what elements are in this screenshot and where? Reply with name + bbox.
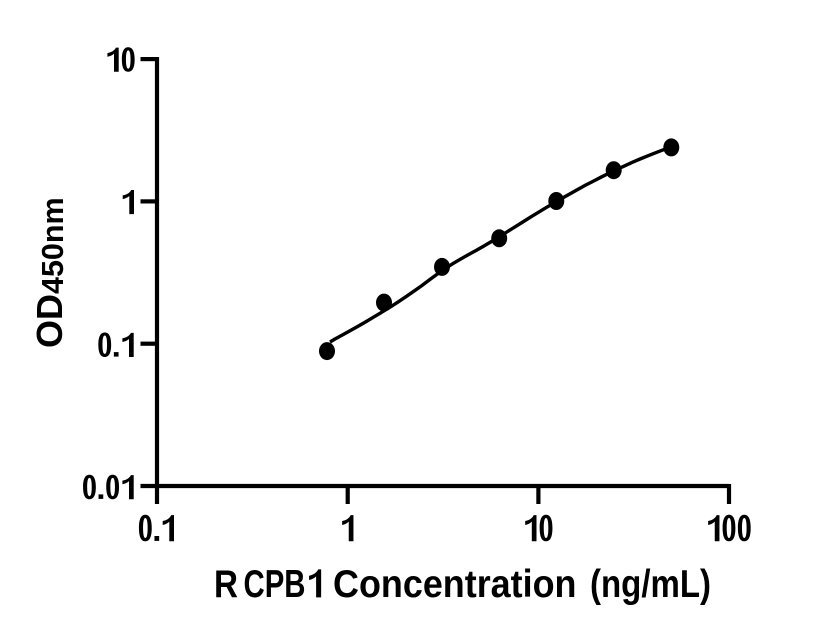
svg-text:Concentration: Concentration <box>333 563 577 606</box>
svg-text:R: R <box>214 563 238 606</box>
svg-text:(ng/mL): (ng/mL) <box>590 563 711 606</box>
svg-text:OD450nm: OD450nm <box>29 197 70 348</box>
svg-text:CPB: CPB <box>244 563 306 606</box>
